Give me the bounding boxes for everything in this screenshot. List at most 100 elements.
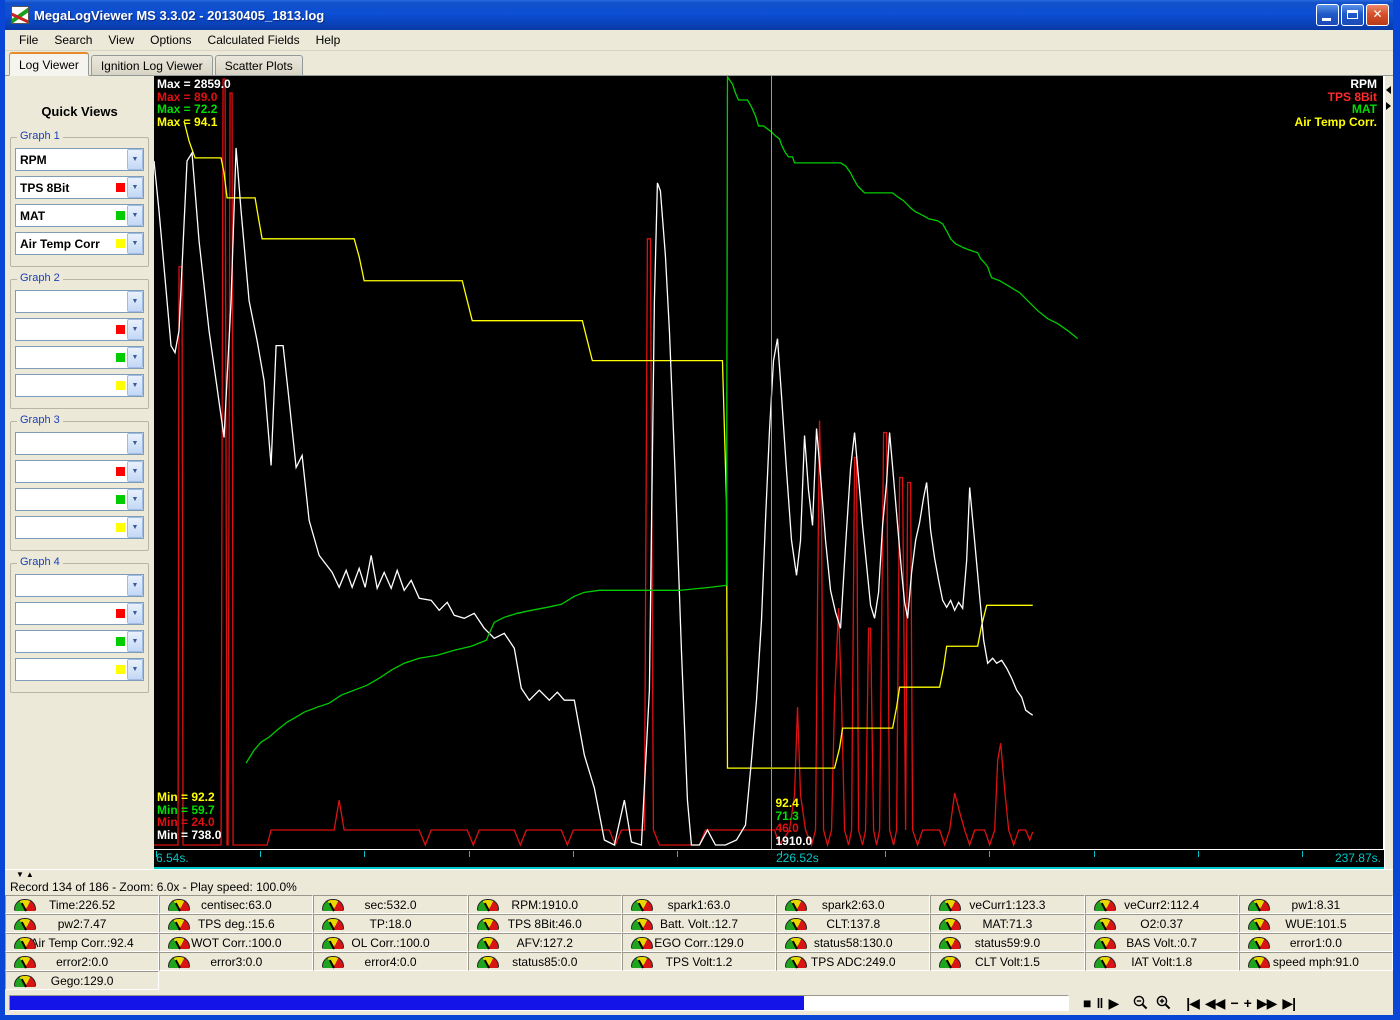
channel-select-rpm[interactable]: RPM ▼ bbox=[15, 148, 144, 171]
chevron-down-icon[interactable]: ▼ bbox=[127, 375, 143, 396]
tab-scatter-plots[interactable]: Scatter Plots bbox=[214, 55, 303, 75]
fast-forward-button[interactable]: ▶▶ bbox=[1256, 994, 1278, 1011]
channel-select-empty[interactable]: ▼ bbox=[15, 658, 144, 681]
channel-select-mat[interactable]: MAT ▼ bbox=[15, 204, 144, 227]
gauge-status58: status58:130.0 bbox=[776, 933, 931, 952]
gauge-dial-icon bbox=[322, 936, 345, 949]
gauge-error3: error3:0.0 bbox=[159, 952, 314, 971]
series-line-tps-8bit bbox=[154, 78, 1034, 848]
pause-button[interactable]: ‖ bbox=[1096, 994, 1103, 1011]
cursor-value: 92.4 bbox=[775, 796, 799, 810]
menu-view[interactable]: View bbox=[108, 33, 135, 47]
zoom-in-button[interactable] bbox=[1155, 994, 1172, 1011]
channel-select-empty[interactable]: ▼ bbox=[15, 290, 144, 313]
rewind-button[interactable]: ◀◀ bbox=[1204, 994, 1226, 1011]
menu-search[interactable]: Search bbox=[54, 33, 93, 47]
menu-options[interactable]: Options bbox=[150, 33, 192, 47]
splitter-arrows-icon[interactable]: ▼▲ bbox=[16, 870, 36, 879]
gauge-reading: status85:0.0 bbox=[512, 954, 578, 969]
channel-select-empty[interactable]: ▼ bbox=[15, 374, 144, 397]
channel-select-empty[interactable]: ▼ bbox=[15, 460, 144, 483]
chevron-down-icon[interactable]: ▼ bbox=[127, 517, 143, 538]
series-min-label: Min = 59.7 bbox=[157, 802, 215, 817]
chevron-down-icon[interactable]: ▼ bbox=[127, 291, 143, 312]
menu-file[interactable]: File bbox=[19, 33, 39, 47]
channel-color-chip bbox=[116, 211, 125, 220]
channel-select-empty[interactable]: ▼ bbox=[15, 574, 144, 597]
menu-help[interactable]: Help bbox=[315, 33, 341, 47]
tab-ignition-log-viewer[interactable]: Ignition Log Viewer bbox=[90, 55, 213, 75]
splitter-expand-right-icon[interactable] bbox=[1386, 102, 1391, 110]
time-cursor-line[interactable] bbox=[770, 76, 772, 849]
axis-tick bbox=[468, 851, 470, 857]
axis-tick bbox=[1197, 851, 1199, 857]
gauge-dial-icon bbox=[785, 955, 808, 968]
time-axis: 6.54s. 226.52s 237.87s. bbox=[154, 850, 1384, 869]
gauge-dial-icon bbox=[785, 936, 808, 949]
gauge-tps-deg: TPS deg.:15.6 bbox=[159, 914, 314, 933]
status-bar: ▼▲ Record 134 of 186 - Zoom: 6.0x - Play… bbox=[5, 869, 1393, 895]
panel-splitter[interactable] bbox=[1384, 76, 1393, 869]
menu-calculated-fields[interactable]: Calculated Fields bbox=[207, 33, 300, 47]
chevron-down-icon[interactable]: ▼ bbox=[127, 659, 143, 680]
status-text: Record 134 of 186 - Zoom: 6.0x - Play sp… bbox=[10, 880, 297, 894]
minimize-button[interactable] bbox=[1316, 4, 1339, 26]
gauge-clt: CLT:137.8 bbox=[776, 914, 931, 933]
chevron-down-icon[interactable]: ▼ bbox=[127, 433, 143, 454]
series-min-label: Min = 738.0 bbox=[157, 827, 222, 842]
chevron-down-icon[interactable]: ▼ bbox=[127, 177, 143, 198]
gauge-tps-adc: TPS ADC:249.0 bbox=[776, 952, 931, 971]
chevron-down-icon[interactable]: ▼ bbox=[127, 233, 143, 254]
gauge-dial-icon bbox=[630, 936, 653, 949]
gauge-dial-icon bbox=[1247, 936, 1270, 949]
series-lines bbox=[154, 76, 1079, 848]
close-button[interactable]: ✕ bbox=[1366, 4, 1389, 26]
play-button[interactable]: ▶ bbox=[1108, 994, 1119, 1011]
channel-select-air-temp-corr[interactable]: Air Temp Corr ▼ bbox=[15, 232, 144, 255]
gauge-reading: veCurr1:123.3 bbox=[969, 897, 1046, 912]
series-min-labels: Min = 92.2 Min = 59.7 Min = 24.0 Min = 738.… bbox=[157, 791, 221, 841]
gauge-dial-icon bbox=[322, 898, 345, 911]
step-back-button[interactable]: − bbox=[1230, 994, 1238, 1011]
channel-select-empty[interactable]: ▼ bbox=[15, 488, 144, 511]
timeline-scrollbar[interactable] bbox=[9, 994, 1069, 1011]
chevron-down-icon[interactable]: ▼ bbox=[127, 631, 143, 652]
restore-button[interactable] bbox=[1341, 4, 1364, 26]
gauge-clt-volt: CLT Volt:1.5 bbox=[930, 952, 1085, 971]
channel-select-tps-8bit[interactable]: TPS 8Bit ▼ bbox=[15, 176, 144, 199]
chevron-down-icon[interactable]: ▼ bbox=[127, 205, 143, 226]
chevron-down-icon[interactable]: ▼ bbox=[127, 575, 143, 596]
skip-start-button[interactable]: |◀ bbox=[1186, 994, 1200, 1011]
step-forward-button[interactable]: + bbox=[1243, 994, 1252, 1011]
log-plot[interactable]: Max = 2859.0 Max = 89.0 Max = 72.2 Max = 94… bbox=[154, 76, 1384, 850]
gauge-panel: Time:226.52 centisec:63.0 sec:532.0 RPM:191… bbox=[5, 895, 1393, 990]
chevron-down-icon[interactable]: ▼ bbox=[127, 319, 143, 340]
channel-select-empty[interactable]: ▼ bbox=[15, 602, 144, 625]
channel-select-empty[interactable]: ▼ bbox=[15, 432, 144, 455]
gauge-speed-mph: speed mph:91.0 bbox=[1238, 952, 1393, 971]
tab-log-viewer[interactable]: Log Viewer bbox=[9, 52, 89, 76]
stop-button[interactable]: ■ bbox=[1083, 994, 1092, 1011]
gauge-dial-icon bbox=[939, 917, 962, 930]
gauge-dial-icon bbox=[322, 917, 345, 930]
chevron-down-icon[interactable]: ▼ bbox=[127, 149, 143, 170]
channel-select-empty[interactable]: ▼ bbox=[15, 346, 144, 369]
channel-select-empty[interactable]: ▼ bbox=[15, 630, 144, 653]
chevron-down-icon[interactable]: ▼ bbox=[127, 461, 143, 482]
gauge-o2: O2:0.37 bbox=[1084, 914, 1239, 933]
channel-select-empty[interactable]: ▼ bbox=[15, 516, 144, 539]
zoom-out-button[interactable] bbox=[1132, 994, 1149, 1011]
cursor-value: 46.0 bbox=[775, 821, 799, 835]
splitter-collapse-left-icon[interactable] bbox=[1386, 86, 1391, 94]
channel-select-empty[interactable]: ▼ bbox=[15, 318, 144, 341]
gauge-dial-icon bbox=[630, 917, 653, 930]
gauge-reading: pw1:8.31 bbox=[1291, 897, 1341, 912]
chevron-down-icon[interactable]: ▼ bbox=[127, 489, 143, 510]
chevron-down-icon[interactable]: ▼ bbox=[127, 347, 143, 368]
chevron-down-icon[interactable]: ▼ bbox=[127, 603, 143, 624]
gauge-dial-icon bbox=[14, 955, 36, 968]
series-max-labels: Max = 2859.0 Max = 89.0 Max = 72.2 Max = 94… bbox=[157, 78, 231, 128]
channel-color-chip bbox=[116, 353, 125, 362]
axis-tick bbox=[885, 851, 887, 857]
skip-end-button[interactable]: ▶| bbox=[1282, 994, 1296, 1011]
